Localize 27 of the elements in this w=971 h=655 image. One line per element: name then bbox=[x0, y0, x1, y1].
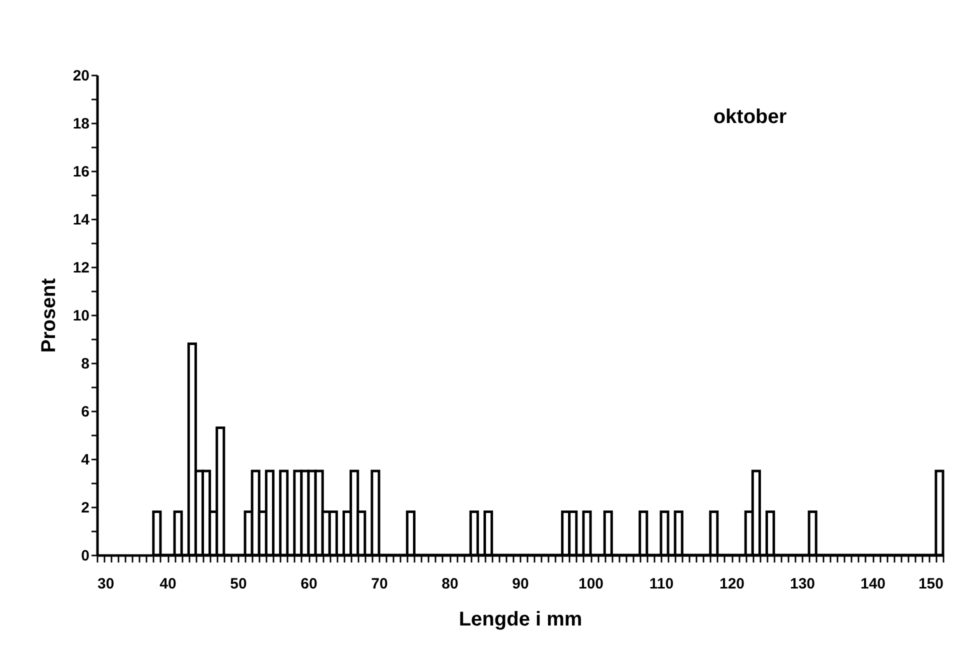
y-tick-label: 20 bbox=[72, 68, 90, 84]
y-tick-label: 18 bbox=[72, 116, 90, 132]
y-tick-label: 8 bbox=[81, 356, 90, 372]
x-tick-label: 130 bbox=[790, 576, 816, 592]
y-tick-label: 6 bbox=[81, 404, 90, 420]
x-axis-title: Lengde i mm bbox=[458, 608, 582, 630]
y-tick-label: 12 bbox=[72, 260, 90, 276]
x-tick-label: 90 bbox=[512, 576, 529, 592]
y-tick-label: 4 bbox=[81, 452, 90, 468]
x-tick-label: 70 bbox=[371, 576, 388, 592]
x-tick-label: 30 bbox=[98, 576, 114, 592]
x-tick-label: 80 bbox=[442, 576, 458, 592]
y-axis-title: Prosent bbox=[38, 278, 60, 353]
y-tick-label: 2 bbox=[81, 500, 90, 516]
x-tick-label: 150 bbox=[918, 576, 944, 592]
x-tick-label: 110 bbox=[649, 576, 674, 592]
y-tick-label: 16 bbox=[72, 164, 90, 180]
x-tick-label: 120 bbox=[719, 576, 745, 592]
x-tick-label: 60 bbox=[300, 576, 318, 592]
x-tick-label: 100 bbox=[578, 576, 604, 592]
annotation: oktober bbox=[713, 106, 787, 128]
y-tick-label: 0 bbox=[81, 548, 90, 564]
y-tick-label: 10 bbox=[72, 308, 90, 324]
x-tick-label: 40 bbox=[160, 576, 176, 592]
x-tick-label: 50 bbox=[230, 576, 247, 592]
x-tick-label: 140 bbox=[860, 576, 886, 592]
y-tick-label: 14 bbox=[72, 212, 90, 228]
